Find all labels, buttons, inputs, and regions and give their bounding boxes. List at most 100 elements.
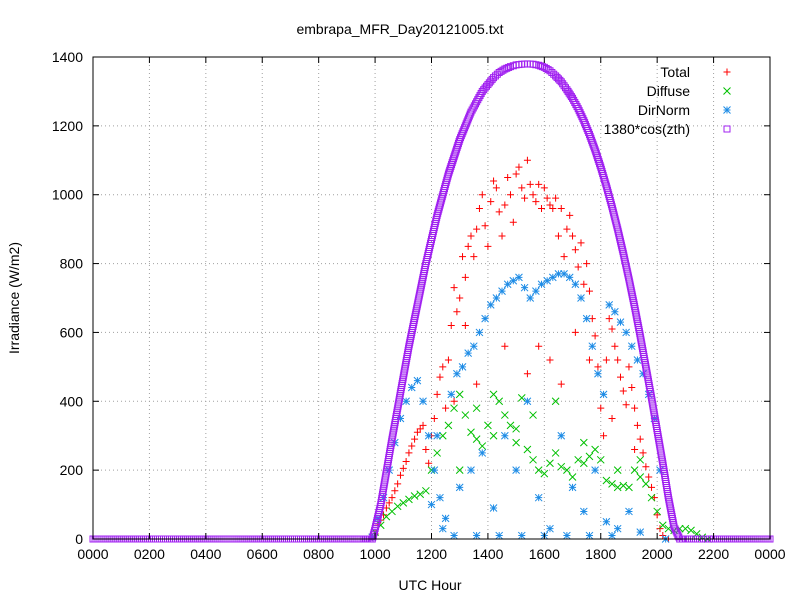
x-tick-label: 0600 [247, 546, 278, 562]
data-point [447, 322, 455, 330]
x-tick-label: 0000 [77, 546, 108, 562]
x-axis-label: UTC Hour [398, 577, 461, 593]
data-point [484, 421, 492, 430]
data-point [430, 415, 438, 422]
legend: Total Diffuse DirNorm 1380*cos(zth) [604, 64, 731, 137]
data-point [368, 533, 377, 542]
data-point [523, 156, 531, 164]
data-point [596, 455, 605, 464]
data-point [535, 180, 543, 188]
data-point [498, 287, 506, 295]
legend-label: 1380*cos(zth) [604, 121, 690, 137]
data-point [518, 184, 526, 192]
data-point [459, 253, 467, 261]
data-point [489, 390, 498, 399]
data-point [600, 432, 608, 440]
data-point [608, 531, 616, 540]
data-point [585, 531, 594, 540]
legend-item-diffuse: Diffuse [647, 83, 731, 99]
data-point [520, 283, 529, 292]
data-point [475, 328, 484, 337]
data-point [388, 494, 396, 502]
data-point [469, 342, 478, 351]
data-point [461, 411, 470, 419]
data-point [636, 528, 645, 536]
data-point [521, 194, 529, 202]
data-point [585, 356, 593, 364]
data-point [433, 390, 441, 398]
data-point [455, 390, 464, 399]
data-point [554, 232, 562, 240]
data-point [560, 270, 568, 278]
data-point [453, 369, 461, 378]
data-point [639, 369, 647, 378]
data-point [478, 191, 486, 199]
x-tick-label: 1400 [472, 546, 503, 562]
legend-item-total: Total [660, 64, 731, 80]
data-point [393, 502, 402, 511]
legend-label: DirNorm [638, 102, 690, 118]
data-point [492, 184, 500, 192]
y-tick-label: 1200 [52, 118, 83, 134]
data-point [585, 287, 593, 295]
data-point [605, 315, 613, 323]
data-point [472, 435, 481, 444]
x-tick-label: 0800 [303, 546, 334, 562]
data-point [450, 397, 458, 405]
data-point [551, 449, 560, 457]
data-point [602, 517, 611, 526]
data-point [405, 495, 413, 504]
data-point [557, 462, 566, 471]
data-point [650, 414, 659, 423]
x-tick-label: 1600 [529, 546, 560, 562]
y-tick-label: 1000 [52, 187, 83, 203]
data-point [546, 356, 554, 364]
data-point [447, 390, 456, 399]
x-tick-label: 1800 [585, 546, 616, 562]
data-point [625, 483, 633, 492]
data-point [630, 466, 639, 474]
x-tick-label: 0400 [190, 546, 221, 562]
data-point [504, 174, 512, 181]
data-point [613, 524, 622, 533]
data-point [546, 524, 554, 533]
data-point [535, 342, 543, 350]
grid-lines [93, 57, 770, 539]
data-point [526, 180, 534, 188]
series-dirnorm [368, 270, 670, 543]
data-point [645, 473, 653, 481]
data-point [532, 198, 540, 206]
data-point [546, 459, 554, 468]
data-point [591, 445, 599, 454]
data-point [396, 414, 405, 423]
legend-marker [723, 68, 731, 76]
data-point [538, 204, 546, 212]
data-point [687, 526, 695, 535]
data-point [501, 201, 509, 209]
data-point [543, 194, 551, 202]
data-point [487, 198, 495, 206]
data-point [557, 204, 565, 212]
data-point [444, 421, 453, 430]
data-point [407, 383, 416, 392]
data-point [681, 524, 690, 533]
data-point [616, 318, 625, 326]
data-point [577, 239, 585, 247]
data-point [484, 242, 492, 250]
x-tick-label: 1200 [416, 546, 447, 562]
data-point [625, 507, 633, 516]
data-point [523, 445, 532, 454]
data-point [490, 177, 498, 185]
data-point [473, 225, 481, 233]
data-point [579, 438, 588, 447]
data-point [470, 253, 478, 261]
x-tick-label: 0000 [754, 546, 785, 562]
data-point [574, 455, 583, 464]
data-point [472, 531, 481, 540]
data-point [416, 490, 425, 499]
data-point [548, 273, 557, 282]
data-point [424, 431, 433, 440]
data-point [436, 493, 444, 502]
data-point [571, 280, 580, 289]
data-point [515, 273, 523, 282]
